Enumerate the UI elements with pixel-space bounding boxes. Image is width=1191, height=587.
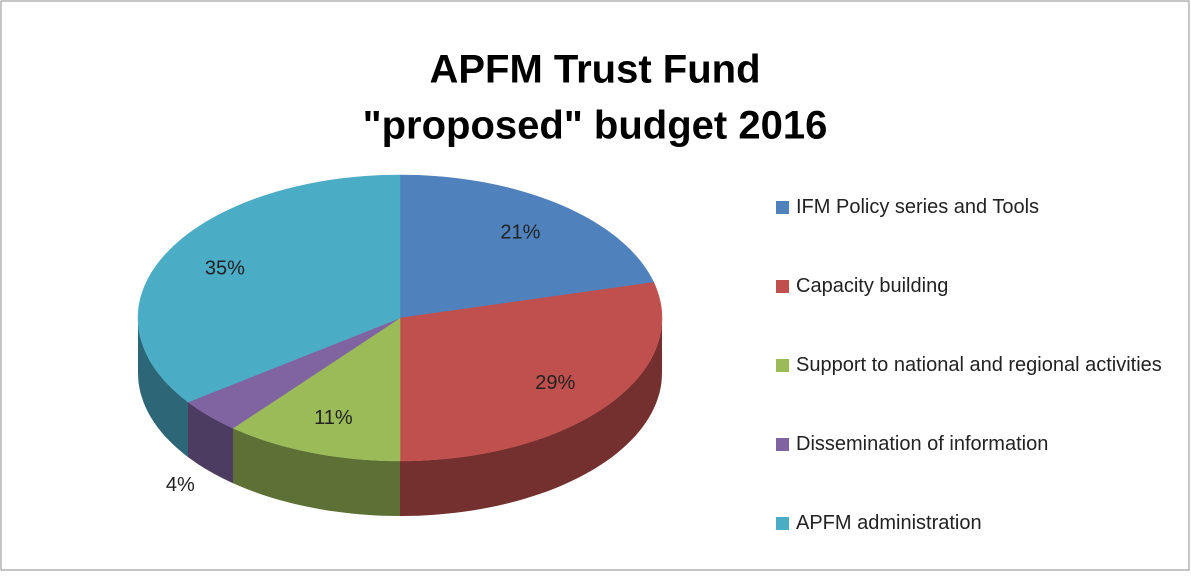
legend-swatch [776, 517, 789, 530]
slice [399, 174, 655, 319]
legend-label: Support to national and regional activit… [796, 354, 1162, 376]
slice-side [188, 402, 233, 484]
legend-item: APFM administration [776, 508, 1176, 587]
legend-swatch [776, 359, 789, 372]
slice-side [138, 318, 188, 458]
legend-item: IFM Policy series and Tools [776, 192, 1176, 271]
slice [187, 317, 401, 429]
slice-side [233, 428, 400, 516]
data-label: 11% [314, 407, 353, 429]
slice [137, 174, 401, 403]
chart: APFM Trust Fund "proposed" budget 2016 2… [0, 0, 1190, 571]
slice-side [400, 318, 662, 516]
chart-title: APFM Trust Fund [429, 48, 760, 92]
legend-item: Dissemination of information [776, 429, 1176, 508]
legend-label: IFM Policy series and Tools [796, 196, 1040, 218]
legend-label: Dissemination of information [796, 433, 1049, 455]
slice [232, 317, 401, 462]
data-label: 21% [500, 222, 540, 244]
legend-item: Support to national and regional activit… [776, 350, 1176, 429]
legend-swatch [776, 201, 789, 214]
legend-label: Capacity building [796, 275, 949, 297]
legend: IFM Policy series and Tools Capacity buil… [776, 192, 1176, 587]
data-label: 29% [535, 372, 575, 394]
legend-swatch [776, 438, 789, 451]
legend-item: Capacity building [776, 271, 1176, 350]
data-label: 35% [205, 258, 245, 280]
page: APFM Trust Fund "proposed" budget 2016 2… [0, 0, 1191, 572]
legend-swatch [776, 280, 789, 293]
legend-label: APFM administration [796, 512, 982, 534]
slice [399, 282, 663, 462]
data-label: 4% [166, 474, 195, 496]
chart-title: "proposed" budget 2016 [363, 104, 828, 148]
